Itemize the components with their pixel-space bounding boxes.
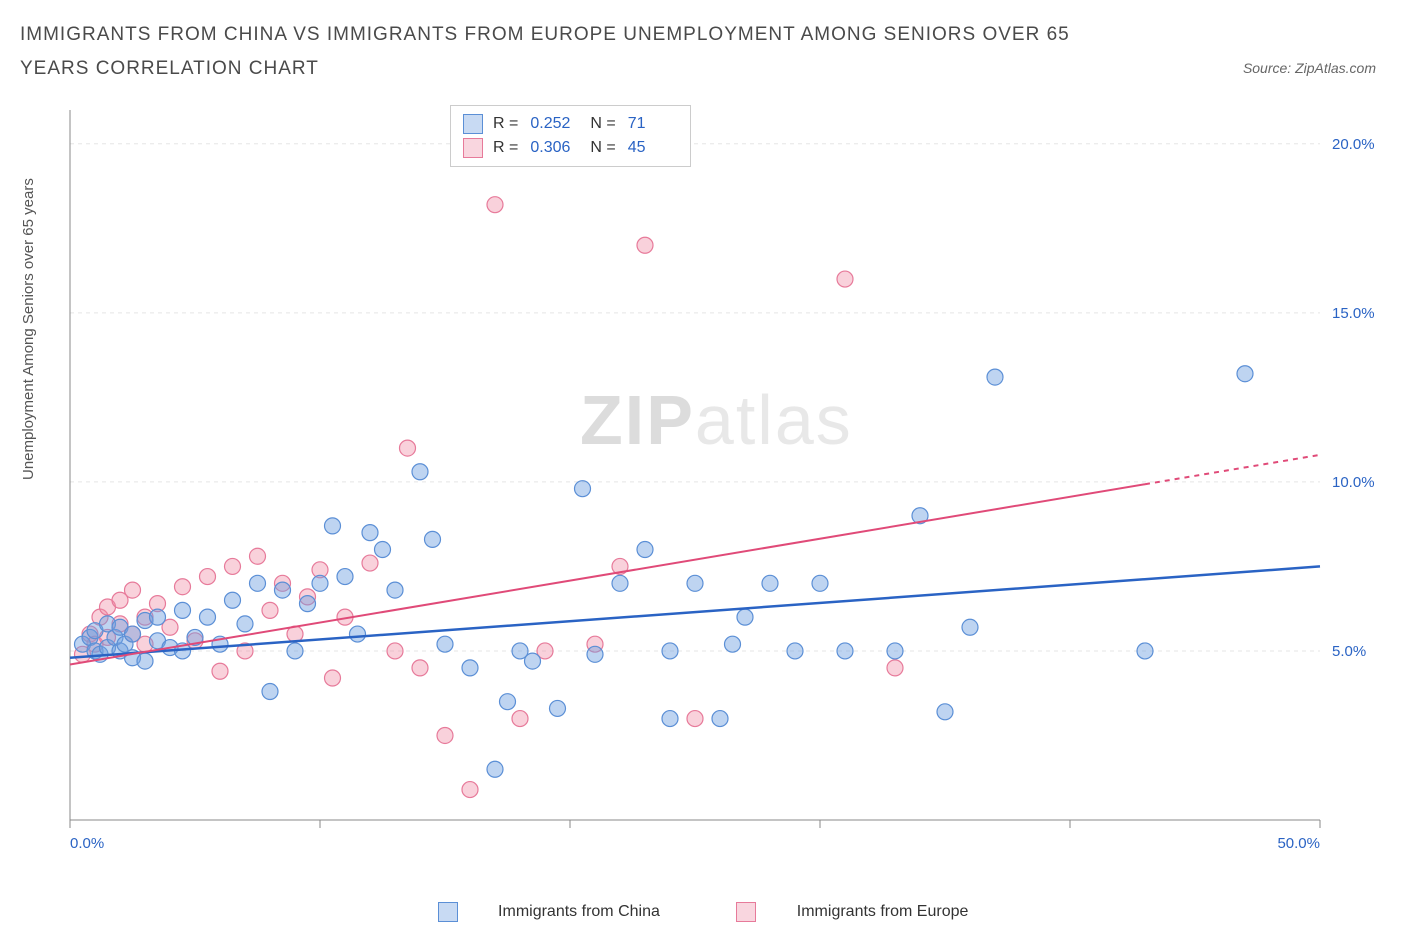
n-label: N = xyxy=(590,139,615,157)
legend-label-china: Immigrants from China xyxy=(498,903,660,920)
scatter-plot: 0.0% 50.0% 5.0% 10.0% 15.0% 20.0% xyxy=(60,100,1380,860)
legend-row-china: R = 0.252 N = 71 xyxy=(463,112,678,136)
legend-item-china: Immigrants from China xyxy=(420,903,683,920)
svg-text:10.0%: 10.0% xyxy=(1332,474,1375,491)
correlation-legend: R = 0.252 N = 71 R = 0.306 N = 45 xyxy=(450,105,691,167)
n-value-europe: 45 xyxy=(628,139,678,157)
r-label: R = xyxy=(493,115,518,133)
legend-item-europe: Immigrants from Europe xyxy=(718,903,986,920)
r-value-europe: 0.306 xyxy=(530,139,580,157)
swatch-pink-icon xyxy=(736,902,756,922)
series-legend: Immigrants from China Immigrants from Eu… xyxy=(0,902,1406,922)
n-value-china: 71 xyxy=(628,115,678,133)
svg-text:20.0%: 20.0% xyxy=(1332,136,1375,153)
chart-title: IMMIGRANTS FROM CHINA VS IMMIGRANTS FROM… xyxy=(20,18,1120,86)
svg-text:0.0%: 0.0% xyxy=(70,835,104,852)
legend-label-europe: Immigrants from Europe xyxy=(797,903,969,920)
swatch-blue-icon xyxy=(463,114,483,134)
svg-text:15.0%: 15.0% xyxy=(1332,305,1375,322)
swatch-blue-icon xyxy=(438,902,458,922)
r-label: R = xyxy=(493,139,518,157)
y-axis-label: Unemployment Among Seniors over 65 years xyxy=(20,178,37,480)
swatch-pink-icon xyxy=(463,138,483,158)
legend-row-europe: R = 0.306 N = 45 xyxy=(463,136,678,160)
r-value-china: 0.252 xyxy=(530,115,580,133)
svg-text:5.0%: 5.0% xyxy=(1332,643,1366,660)
svg-text:50.0%: 50.0% xyxy=(1277,835,1320,852)
source-attribution: Source: ZipAtlas.com xyxy=(1243,60,1376,76)
plot-svg: 0.0% 50.0% 5.0% 10.0% 15.0% 20.0% xyxy=(60,100,1380,860)
n-label: N = xyxy=(590,115,615,133)
